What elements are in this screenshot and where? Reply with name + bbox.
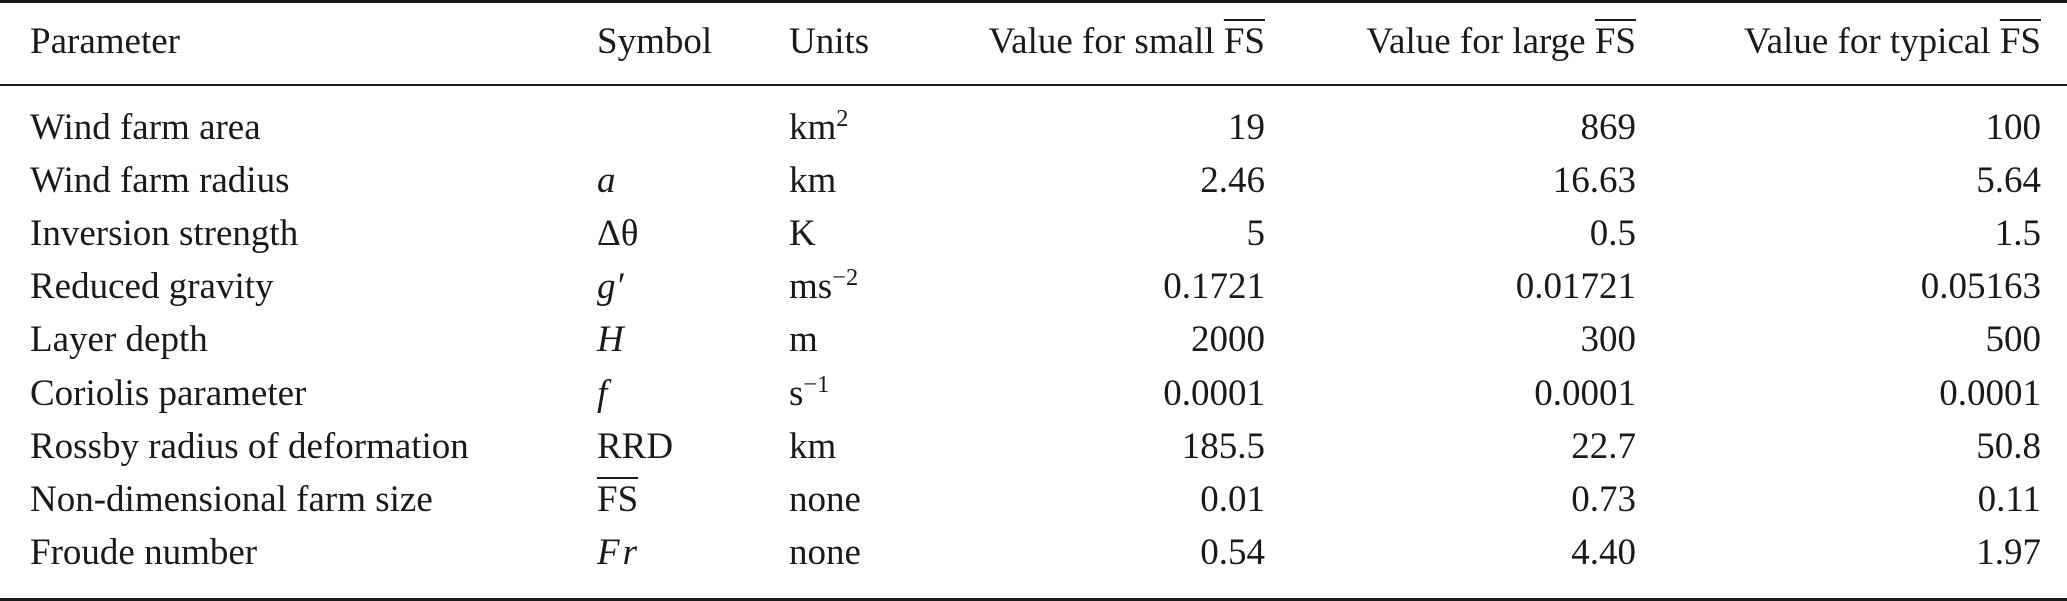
row-small-value: 19 [1228, 107, 1265, 148]
table-row: Rossby radius of deformation RRD km 185.… [0, 420, 2067, 474]
row-symbol: a [597, 160, 616, 201]
header-units: Units [789, 21, 870, 62]
row-units-exponent: −1 [803, 370, 830, 398]
header-symbol: Symbol [597, 21, 713, 62]
row-large-value: 16.63 [1552, 160, 1636, 201]
table-row: Wind farm area km2 19 869 100 [0, 101, 2067, 155]
row-parameter: Wind farm area [30, 107, 261, 148]
row-large-value: 0.73 [1571, 479, 1636, 520]
row-units-exponent: 2 [836, 104, 849, 132]
row-parameter: Wind farm radius [30, 160, 290, 201]
row-typical-value: 5.64 [1976, 160, 2041, 201]
row-units: s−1 [789, 367, 829, 421]
row-units: none [789, 473, 861, 527]
header-small-value: Value for small FS [989, 15, 1265, 69]
row-small-value: 5 [1246, 213, 1266, 254]
row-units-base: km [789, 426, 837, 467]
row-parameter: Non-dimensional farm size [30, 479, 433, 520]
row-typical-value: 500 [1985, 319, 2042, 360]
row-symbol: RRD [597, 426, 674, 467]
table-row: Non-dimensional farm size FS none 0.01 0… [0, 473, 2067, 527]
row-small-value: 0.54 [1200, 532, 1265, 573]
row-units-exponent: −2 [832, 263, 859, 291]
row-large-value: 869 [1580, 107, 1637, 148]
row-units-base: K [789, 213, 816, 254]
row-units-base: km [789, 160, 837, 201]
row-symbol: Δθ [597, 213, 639, 254]
row-parameter: Layer depth [30, 319, 208, 360]
row-small-value: 0.0001 [1163, 373, 1265, 414]
header-typical-fs: FS [1999, 21, 2041, 62]
row-units-base: m [789, 319, 818, 360]
row-units: km [789, 420, 836, 474]
header-parameter: Parameter [30, 21, 180, 62]
row-parameter: Inversion strength [30, 213, 299, 254]
row-units-base: none [789, 479, 861, 520]
row-large-value: 0.5 [1589, 213, 1636, 254]
row-typical-value: 1.97 [1976, 532, 2041, 573]
row-parameter: Froude number [30, 532, 258, 573]
row-symbol: FS [597, 479, 639, 520]
row-units: none [789, 526, 861, 580]
table-row: Coriolis parameter f s−1 0.0001 0.0001 0… [0, 367, 2067, 421]
table-row: Inversion strength Δθ K 5 0.5 1.5 [0, 207, 2067, 261]
row-units-base: s [789, 373, 804, 414]
header-typical-value: Value for typical FS [1744, 15, 2041, 69]
row-parameter: Coriolis parameter [30, 373, 307, 414]
table-top-rule [0, 0, 2067, 3]
row-units-base: ms [789, 266, 833, 307]
row-small-value: 185.5 [1181, 426, 1265, 467]
table-header-rule [0, 84, 2067, 86]
row-typical-value: 0.05163 [1920, 266, 2041, 307]
table-row: Froude number Fr none 0.54 4.40 1.97 [0, 526, 2067, 580]
row-large-value: 0.0001 [1534, 373, 1636, 414]
row-units-base: km [789, 107, 837, 148]
row-parameter: Rossby radius of deformation [30, 426, 469, 467]
row-large-value: 0.01721 [1515, 266, 1636, 307]
row-typical-value: 50.8 [1976, 426, 2041, 467]
table-row: Layer depth H m 2000 300 500 [0, 313, 2067, 367]
header-small-prefix: Value for small [988, 21, 1224, 62]
row-typical-value: 0.0001 [1939, 373, 2041, 414]
header-large-value: Value for large FS [1366, 15, 1636, 69]
header-large-prefix: Value for large [1366, 21, 1595, 62]
row-typical-value: 0.11 [1977, 479, 2041, 520]
header-large-fs: FS [1594, 21, 1636, 62]
row-small-value: 0.01 [1200, 479, 1265, 520]
table-header-row: Parameter Symbol Units Value for small F… [0, 15, 2067, 69]
row-typical-value: 1.5 [1994, 213, 2041, 254]
row-typical-value: 100 [1985, 107, 2042, 148]
row-units: K [789, 207, 816, 261]
header-typical-prefix: Value for typical [1744, 21, 2000, 62]
row-symbol: H [597, 319, 624, 360]
row-units: ms−2 [789, 260, 858, 314]
row-large-value: 22.7 [1571, 426, 1636, 467]
row-small-value: 2.46 [1200, 160, 1265, 201]
row-symbol: Fr [597, 532, 640, 573]
row-symbol: g′ [597, 266, 624, 307]
table-row: Reduced gravity g′ ms−2 0.1721 0.01721 0… [0, 260, 2067, 314]
row-units: km2 [789, 101, 848, 155]
table-row: Wind farm radius a km 2.46 16.63 5.64 [0, 154, 2067, 208]
row-small-value: 2000 [1191, 319, 1265, 360]
row-units: km [789, 154, 836, 208]
header-small-fs: FS [1223, 21, 1265, 62]
row-large-value: 4.40 [1571, 532, 1636, 573]
table-bottom-rule [0, 598, 2067, 601]
row-units-base: none [789, 532, 861, 573]
row-large-value: 300 [1580, 319, 1637, 360]
row-units: m [789, 313, 818, 367]
row-symbol: f [597, 373, 608, 414]
row-parameter: Reduced gravity [30, 266, 274, 307]
row-small-value: 0.1721 [1163, 266, 1265, 307]
